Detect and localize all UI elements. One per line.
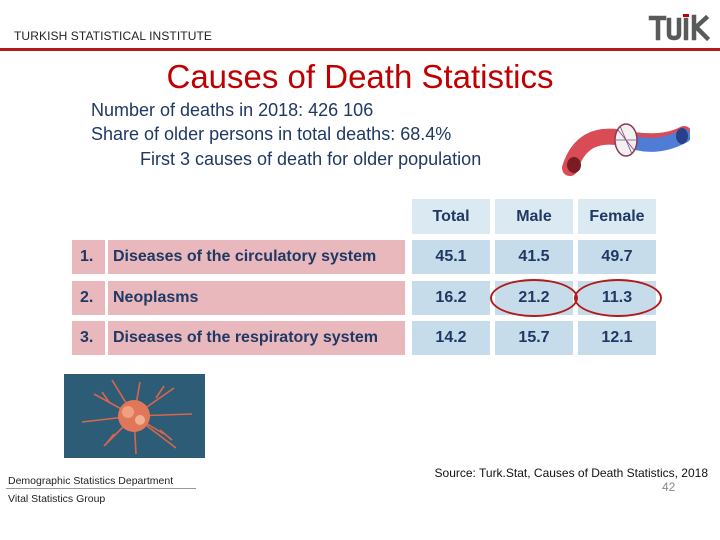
highlight-ring-female xyxy=(574,279,662,317)
older-share-line: Share of older persons in total deaths: … xyxy=(91,124,452,144)
col-header-female: Female xyxy=(578,199,656,234)
col-header-total: Total xyxy=(412,199,490,234)
source-note: Source: Turk.Stat, Causes of Death Stati… xyxy=(434,466,708,480)
row-1-total: 45.1 xyxy=(412,240,490,274)
page-title: Causes of Death Statistics xyxy=(166,58,554,95)
table-caption: First 3 causes of death for older popula… xyxy=(140,149,482,169)
row-2-cause: Neoplasms xyxy=(108,281,405,315)
tuik-logo xyxy=(648,14,710,42)
cancer-cell-photo xyxy=(64,374,205,458)
row-1-male: 41.5 xyxy=(495,240,573,274)
footer-divider xyxy=(6,488,196,489)
col-header-male: Male xyxy=(495,199,573,234)
row-1-cause: Diseases of the circulatory system xyxy=(108,240,405,274)
deaths-total-line: Number of deaths in 2018: 426 106 xyxy=(91,100,374,120)
row-3-male: 15.7 xyxy=(495,321,573,355)
row-3-total: 14.2 xyxy=(412,321,490,355)
org-name: TURKISH STATISTICAL INSTITUTE xyxy=(14,29,213,43)
row-1-female: 49.7 xyxy=(578,240,656,274)
heart-artery-illustration xyxy=(562,123,690,176)
row-1-index: 1. xyxy=(72,240,105,274)
highlight-ring-male xyxy=(490,279,578,317)
header-rule xyxy=(0,48,720,51)
row-2-index: 2. xyxy=(72,281,105,315)
row-3-index: 3. xyxy=(72,321,105,355)
page-number: 42 xyxy=(662,480,676,494)
row-3-cause: Diseases of the respiratory system xyxy=(108,321,405,355)
footer-department: Demographic Statistics Department xyxy=(8,475,174,487)
row-2-total: 16.2 xyxy=(412,281,490,315)
row-3-female: 12.1 xyxy=(578,321,656,355)
footer-group: Vital Statistics Group xyxy=(8,493,106,505)
